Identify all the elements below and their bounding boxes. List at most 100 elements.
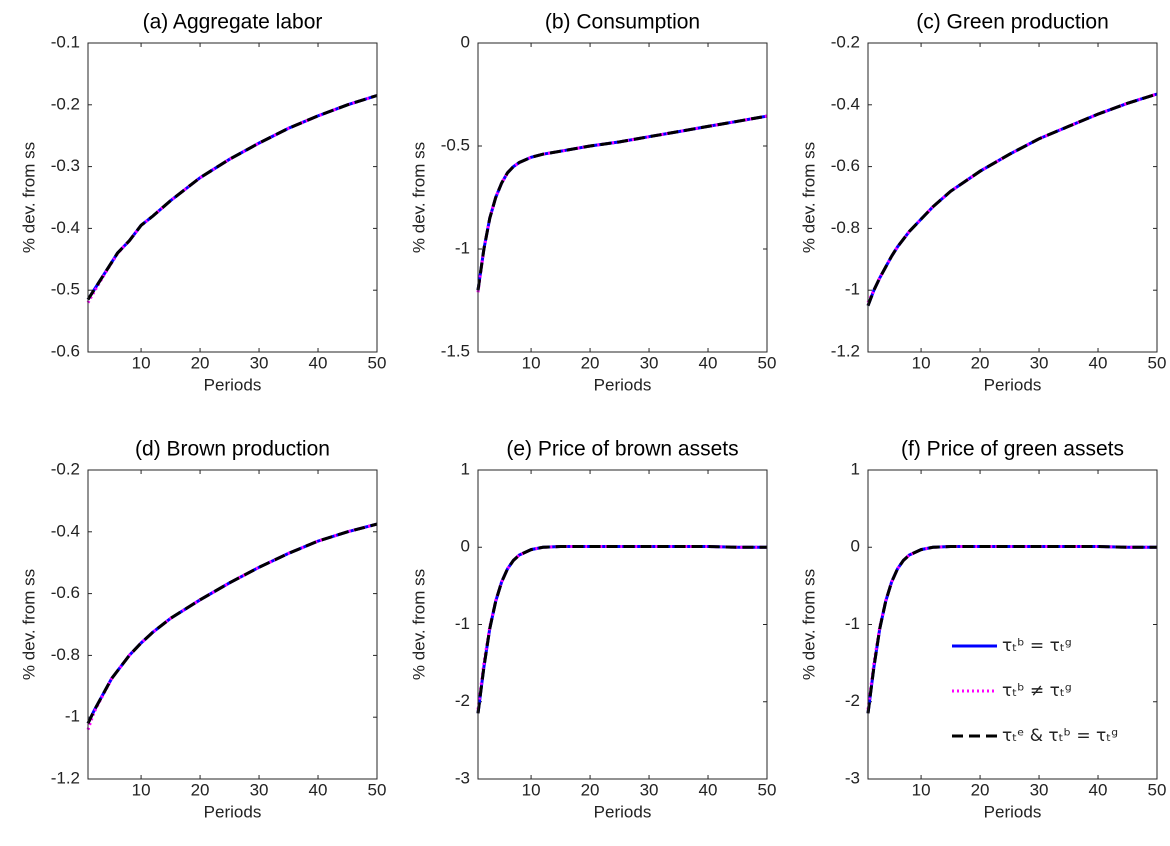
x-tick-label: 30: [250, 353, 269, 372]
x-tick-label: 10: [522, 780, 541, 799]
y-tick-label: -0.2: [51, 94, 80, 113]
x-tick-label: 10: [912, 780, 931, 799]
y-tick-label: 0: [461, 537, 470, 556]
x-axis-label: Periods: [204, 802, 262, 821]
series-line: [866, 92, 1158, 307]
x-tick-label: 50: [368, 780, 387, 799]
y-tick-label: 0: [851, 537, 860, 556]
x-tick-label: 40: [1089, 353, 1108, 372]
x-tick-label: 50: [758, 780, 777, 799]
series-line: [866, 92, 1158, 307]
axes-box: [477, 42, 768, 353]
x-tick-label: 30: [1030, 780, 1049, 799]
y-axis-label: % dev. from ss: [19, 142, 38, 253]
panel-title: (e) Price of brown assets: [506, 438, 738, 461]
panel-title: (d) Brown production: [135, 438, 330, 461]
y-axis-label: % dev. from ss: [409, 569, 428, 680]
series-line: [86, 94, 378, 301]
y-tick-label: -1.2: [51, 768, 80, 787]
y-tick-label: -0.3: [51, 156, 80, 175]
y-tick-label: -1: [65, 707, 80, 726]
series-line: [86, 94, 378, 304]
panel-title: (c) Green production: [916, 11, 1109, 34]
x-axis-label: Periods: [984, 375, 1042, 394]
x-tick-label: 50: [1148, 353, 1167, 372]
series-line: [476, 545, 767, 710]
y-tick-label: -1.5: [441, 341, 470, 360]
x-axis-label: Periods: [984, 802, 1042, 821]
x-tick-label: 30: [250, 780, 269, 799]
y-tick-label: -0.6: [51, 341, 80, 360]
x-tick-label: 20: [191, 353, 210, 372]
axes-box: [87, 42, 378, 353]
x-axis-label: Periods: [594, 375, 652, 394]
x-tick-label: 10: [132, 780, 151, 799]
y-tick-label: -2: [455, 691, 470, 710]
legend-label: τₜᵉ & τₜᵇ = τₜᵍ: [1002, 726, 1118, 746]
x-axis-label: Periods: [204, 375, 262, 394]
x-tick-label: 50: [758, 353, 777, 372]
y-tick-label: -0.2: [51, 459, 80, 478]
x-tick-label: 30: [640, 780, 659, 799]
y-tick-label: 0: [461, 32, 470, 51]
legend-label: τₜᵇ = τₜᵍ: [1002, 636, 1072, 656]
x-tick-label: 40: [309, 780, 328, 799]
y-tick-label: -3: [845, 768, 860, 787]
axes-box: [477, 469, 768, 780]
y-axis-label: % dev. from ss: [19, 569, 38, 680]
panel-title: (b) Consumption: [545, 11, 700, 34]
x-tick-label: 30: [1030, 353, 1049, 372]
series-line: [476, 545, 767, 714]
y-axis-label: % dev. from ss: [409, 142, 428, 253]
x-tick-label: 20: [971, 353, 990, 372]
x-tick-label: 40: [699, 353, 718, 372]
x-tick-label: 20: [581, 353, 600, 372]
x-tick-label: 40: [699, 780, 718, 799]
y-tick-label: 1: [851, 459, 860, 478]
x-tick-label: 40: [309, 353, 328, 372]
y-tick-label: -1: [845, 614, 860, 633]
y-tick-label: -0.6: [51, 583, 80, 602]
y-tick-label: -0.2: [831, 32, 860, 51]
y-tick-label: -1.2: [831, 341, 860, 360]
y-tick-label: -0.5: [51, 280, 80, 299]
series-line: [476, 114, 768, 291]
x-tick-label: 10: [522, 353, 541, 372]
x-tick-label: 20: [581, 780, 600, 799]
y-tick-label: -1: [455, 614, 470, 633]
x-tick-label: 30: [640, 353, 659, 372]
x-tick-label: 20: [971, 780, 990, 799]
x-tick-label: 50: [368, 353, 387, 372]
y-tick-label: 1: [461, 459, 470, 478]
x-tick-label: 40: [1089, 780, 1108, 799]
y-tick-label: -0.8: [831, 218, 860, 237]
x-tick-label: 50: [1148, 780, 1167, 799]
series-line: [866, 545, 1157, 714]
series-line: [866, 92, 1158, 304]
y-tick-label: -0.4: [51, 521, 80, 540]
y-tick-label: -0.5: [441, 135, 470, 154]
y-axis-label: % dev. from ss: [799, 569, 818, 680]
series-line: [476, 545, 767, 714]
series-line: [86, 522, 378, 725]
x-tick-label: 20: [191, 780, 210, 799]
panel-title: (a) Aggregate labor: [143, 11, 323, 34]
y-tick-label: -2: [845, 691, 860, 710]
y-tick-label: -0.8: [51, 645, 80, 664]
y-tick-label: -0.6: [831, 156, 860, 175]
panel-title: (f) Price of green assets: [901, 438, 1124, 461]
x-tick-label: 10: [132, 353, 151, 372]
y-tick-label: -1: [455, 238, 470, 257]
axes-box: [867, 42, 1158, 353]
y-tick-label: -3: [455, 768, 470, 787]
x-axis-label: Periods: [594, 802, 652, 821]
axes-box: [867, 469, 1158, 780]
y-tick-label: -0.4: [831, 94, 860, 113]
legend-label: τₜᵇ ≠ τₜᵍ: [1002, 681, 1072, 701]
series-line: [86, 522, 378, 725]
y-tick-label: -1: [845, 280, 860, 299]
axes-box: [87, 469, 378, 780]
series-line: [86, 522, 378, 731]
y-axis-label: % dev. from ss: [799, 142, 818, 253]
